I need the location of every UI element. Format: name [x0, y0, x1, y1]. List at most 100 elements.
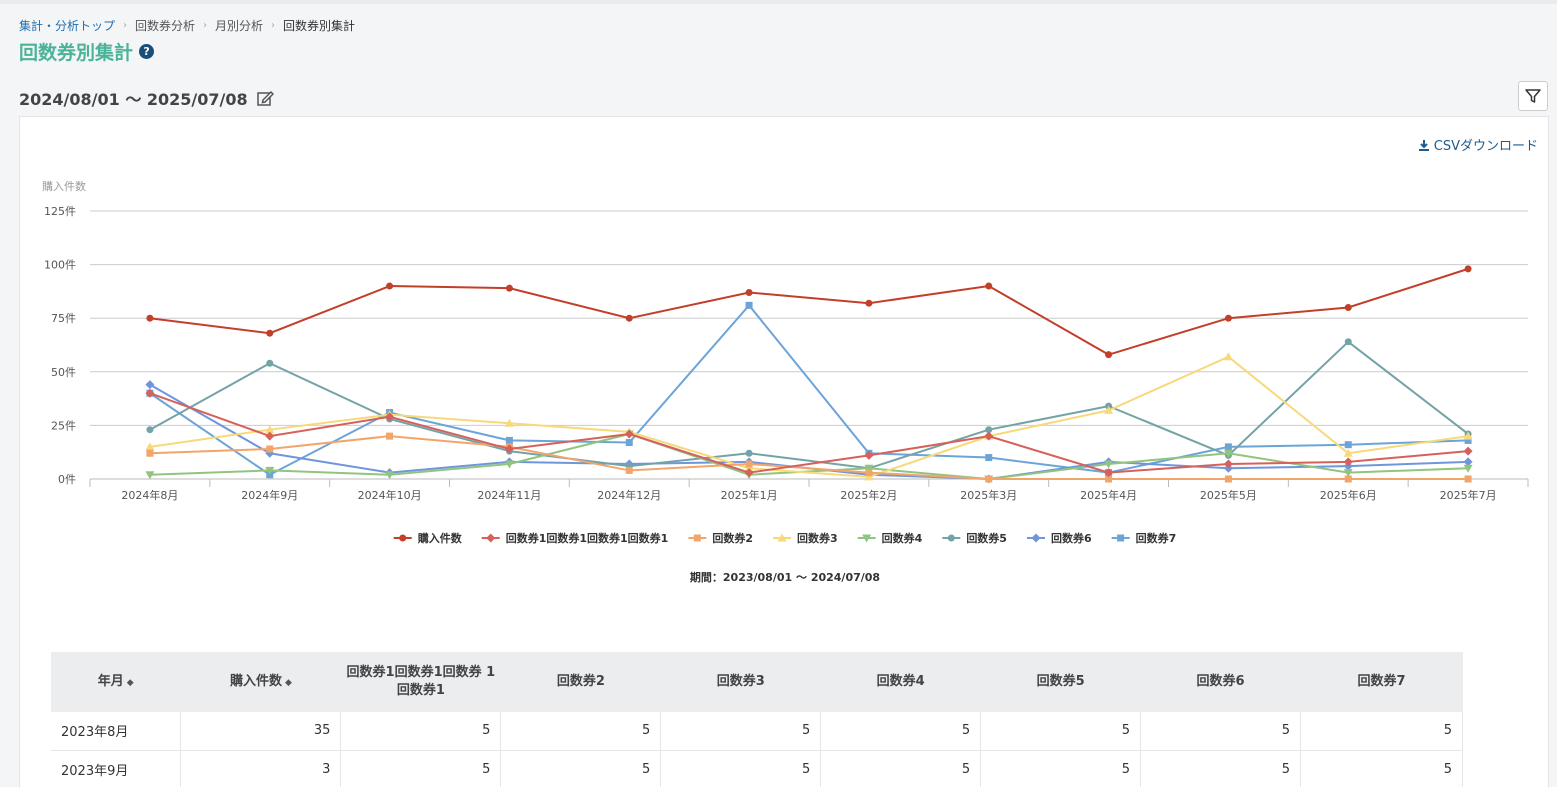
- cell-value: 5: [1140, 750, 1301, 787]
- data-point: [1224, 475, 1232, 483]
- data-point: [864, 464, 874, 473]
- data-point: [1463, 446, 1473, 456]
- page-title-text: 回数券別集計: [19, 42, 134, 64]
- column-header-label: 年月: [97, 673, 124, 689]
- data-point: [145, 380, 155, 390]
- data-point: [865, 469, 873, 477]
- breadcrumb-link-top[interactable]: 集計・分析トップ: [19, 19, 116, 33]
- cell-value: 5: [1300, 750, 1464, 787]
- x-tick-label: 2025年1月: [721, 488, 778, 502]
- column-header: 回数券7: [1300, 652, 1464, 712]
- cell-value: 5: [660, 712, 822, 751]
- breadcrumb-separator-icon: ›: [123, 20, 128, 31]
- data-point: [1104, 405, 1114, 414]
- y-tick-label: 100件: [44, 259, 76, 272]
- series-line: [149, 432, 1469, 481]
- data-point: [625, 466, 633, 474]
- column-header-label: 回数券2: [556, 674, 605, 689]
- cell-value: 5: [340, 712, 502, 751]
- legend-item[interactable]: 回数券6: [1051, 531, 1092, 545]
- data-point: [386, 432, 394, 440]
- data-point: [1463, 464, 1473, 473]
- data-point: [145, 442, 155, 451]
- data-point: [1105, 351, 1113, 359]
- filter-button[interactable]: [1518, 81, 1548, 111]
- data-point: [145, 388, 155, 398]
- x-tick-label: 2025年5月: [1200, 488, 1257, 502]
- data-point: [504, 418, 514, 427]
- data-point: [864, 450, 874, 460]
- data-point: [504, 444, 514, 454]
- data-point: [625, 439, 633, 447]
- x-tick-label: 2024年8月: [121, 488, 178, 502]
- column-header-label: 回数券5: [1036, 674, 1085, 689]
- data-point: [744, 468, 754, 478]
- data-point: [624, 429, 634, 439]
- legend-item[interactable]: 回数券1回数券1回数券1回数券1: [506, 531, 669, 545]
- series-line: [149, 340, 1469, 470]
- x-tick-label: 2025年6月: [1320, 488, 1377, 502]
- cell-value: 5: [660, 750, 822, 787]
- legend-item[interactable]: 回数券2: [712, 531, 753, 545]
- breadcrumb-separator-icon: ›: [271, 20, 276, 31]
- breadcrumb-link-ticket-analysis[interactable]: 回数券分析: [135, 19, 196, 33]
- cell-value: 5: [820, 750, 982, 787]
- cell-value: 5: [980, 750, 1142, 787]
- data-point: [385, 471, 395, 480]
- sort-icon[interactable]: ◆: [126, 677, 134, 688]
- data-point: [1105, 475, 1113, 483]
- column-header-label: 回数券1回数券1回数券 1回数券1: [346, 665, 496, 698]
- x-tick-label: 2025年3月: [960, 488, 1017, 502]
- legend-swatch-marker: [399, 534, 407, 542]
- legend-item[interactable]: 購入件数: [417, 531, 463, 545]
- breadcrumb-link-monthly[interactable]: 月別分析: [215, 19, 264, 33]
- cell-value: 5: [820, 712, 982, 751]
- date-range: 2024/08/01 〜 2025/07/08: [19, 86, 274, 110]
- column-header: 回数券2: [500, 652, 662, 712]
- cell-value: 5: [1300, 712, 1464, 751]
- column-header: 回数券6: [1140, 652, 1301, 712]
- column-header[interactable]: 購入件数 ◆: [180, 652, 342, 712]
- csv-download-button[interactable]: CSVダウンロード: [1418, 135, 1538, 154]
- help-icon[interactable]: ?: [139, 44, 155, 59]
- table-row: 2023年9月 3 5 5 5 5 5 5 5: [51, 750, 1464, 787]
- cell-value: 3: [180, 750, 342, 787]
- legend-item[interactable]: 回数券5: [966, 531, 1007, 545]
- column-header[interactable]: 年月 ◆: [51, 652, 182, 712]
- data-point: [266, 445, 274, 453]
- y-tick-label: 75件: [51, 312, 76, 325]
- y-tick-label: 50件: [51, 366, 76, 379]
- period-label: 期間：2023/08/01 〜 2024/07/08: [689, 571, 881, 584]
- data-point: [1463, 457, 1473, 467]
- legend-item[interactable]: 回数券4: [882, 531, 923, 545]
- legend-item[interactable]: 回数券7: [1136, 531, 1177, 545]
- column-header: 回数券4: [820, 652, 982, 712]
- data-point: [745, 301, 753, 309]
- top-bar: [0, 0, 1557, 4]
- table-body: 2023年8月 35 5 5 5 5 5 5 5 2023年9月 3 5 5 5 5 5 5 5: [51, 712, 1464, 787]
- cell-value: 5: [1140, 712, 1301, 751]
- column-header-label: 回数券6: [1196, 674, 1245, 689]
- sort-icon[interactable]: ◆: [284, 677, 292, 688]
- data-point: [1344, 441, 1352, 449]
- x-tick-label: 2024年11月: [477, 488, 541, 502]
- data-point: [745, 449, 753, 457]
- data-point: [1463, 431, 1473, 440]
- data-point: [625, 314, 633, 322]
- legend-item[interactable]: 回数券3: [797, 531, 838, 545]
- data-point: [1223, 449, 1233, 458]
- data-point: [745, 460, 753, 468]
- data-point: [266, 329, 274, 337]
- cell-value: 5: [980, 712, 1142, 751]
- data-point: [745, 288, 753, 296]
- edit-icon[interactable]: [256, 89, 274, 107]
- column-header: 回数券3: [660, 652, 822, 712]
- series-line: [149, 267, 1469, 356]
- data-point: [1343, 469, 1353, 478]
- data-point: [1464, 265, 1472, 273]
- data-point: [1344, 338, 1352, 346]
- column-header-label: 回数券7: [1357, 674, 1406, 689]
- x-tick-label: 2025年7月: [1440, 488, 1497, 502]
- data-point: [504, 460, 514, 469]
- data-point: [985, 454, 993, 462]
